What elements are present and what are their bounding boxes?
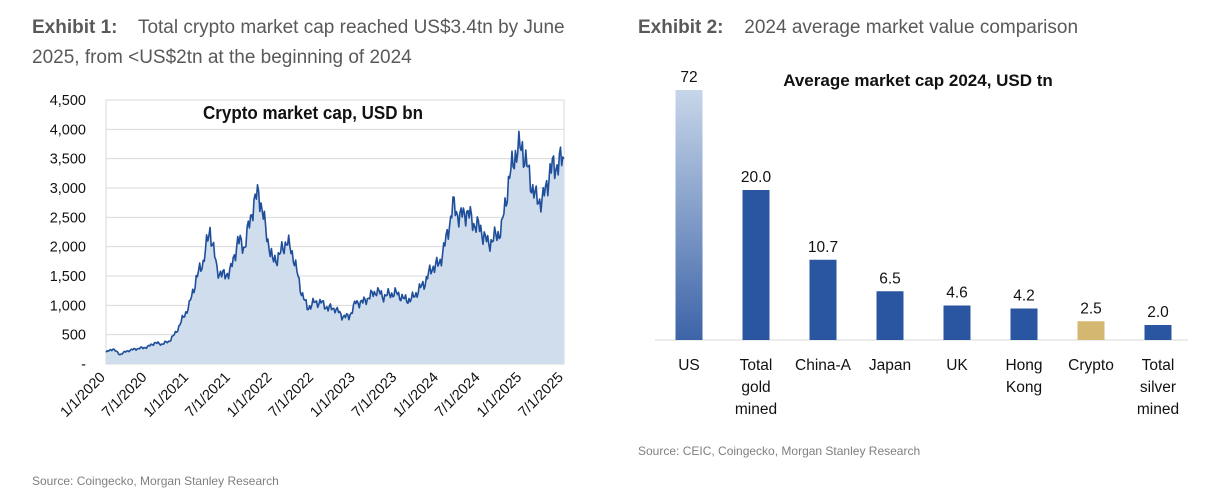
chart-1-title: Crypto market cap, USD bn [203, 103, 423, 124]
category-label: Crypto [1068, 357, 1114, 374]
bar [943, 305, 971, 340]
category-label: UK [946, 357, 968, 374]
x-tick-label: 7/1/2023 [349, 370, 400, 421]
bar-value-label: 72 [680, 69, 697, 86]
bar-value-label: 2.5 [1080, 300, 1102, 317]
y-tick-label: 3,000 [50, 181, 86, 197]
y-tick-label: 1,000 [50, 298, 86, 314]
exhibit-2-source: Source: CEIC, Coingecko, Morgan Stanley … [638, 444, 921, 458]
bar [876, 291, 904, 340]
category-label: US [678, 357, 700, 374]
category-label: Total [1142, 357, 1175, 374]
category-label: gold [741, 379, 770, 396]
y-tick-label: 2,000 [50, 240, 86, 256]
x-tick-label: 1/1/2020 [58, 370, 109, 421]
exhibit-2-heading: Exhibit 2: 2024 average market value com… [638, 13, 1198, 43]
category-label: Hong [1005, 357, 1042, 374]
x-tick-label: 1/1/2025 [474, 370, 525, 421]
bar-value-label: 10.7 [808, 239, 838, 256]
exhibit-2-label: Exhibit 2: [638, 17, 724, 38]
category-label: Total [740, 357, 773, 374]
y-axis-tick-labels: - 500 1,000 1,500 2,000 2,500 3,000 3,500 4,000 4… [50, 93, 86, 373]
category-label: mined [1137, 401, 1179, 418]
bar [809, 259, 837, 340]
exhibit-1-title-line2: 2025, from <US$2tn at the beginning of 2… [32, 47, 412, 68]
market-cap-area [106, 131, 564, 364]
bar-value-label: 4.2 [1013, 288, 1035, 305]
category-labels: US Total gold mined China-A Japan UK Hong Kong Cr… [678, 357, 1179, 418]
exhibit-1-label: Exhibit 1: [32, 17, 118, 38]
x-tick-label: 7/1/2025 [516, 370, 567, 421]
bar-value-label: 4.6 [946, 285, 968, 302]
exhibit-1-source: Source: Coingecko, Morgan Stanley Resear… [32, 474, 279, 488]
x-tick-label: 1/1/2023 [307, 370, 358, 421]
bar-value-label: 6.5 [879, 270, 901, 287]
x-tick-label: 1/1/2021 [141, 370, 192, 421]
category-label: mined [735, 401, 777, 418]
y-tick-label: 3,500 [50, 152, 86, 168]
category-label: Kong [1006, 379, 1042, 396]
chart-2-title: Average market cap 2024, USD tn [783, 71, 1053, 90]
y-tick-label: 500 [62, 328, 86, 344]
x-tick-label: 1/1/2022 [224, 370, 275, 421]
bar [1144, 325, 1172, 340]
category-label: China-A [795, 357, 852, 374]
y-tick-label: 4,000 [50, 122, 86, 138]
y-tick-label: 4,500 [50, 93, 86, 109]
bar [742, 190, 770, 340]
y-tick-label: 2,500 [50, 210, 86, 226]
x-tick-label: 7/1/2022 [266, 370, 317, 421]
category-label: silver [1140, 379, 1176, 396]
bar-value-labels: 72 20.0 10.7 6.5 4.6 4.2 2.5 2.0 [680, 69, 1169, 321]
x-axis-tick-labels: 1/1/20207/1/20201/1/20217/1/20211/1/2022… [58, 370, 567, 421]
bar [675, 90, 703, 340]
crypto-market-cap-chart: - 500 1,000 1,500 2,000 2,500 3,000 3,500 4,000 4… [50, 93, 567, 421]
exhibit-1-title-line1: Total crypto market cap reached US$3.4tn… [137, 17, 565, 38]
x-tick-label: 7/1/2024 [432, 370, 483, 421]
bar [1010, 308, 1038, 340]
category-label: Japan [869, 357, 911, 374]
x-tick-label: 7/1/2020 [99, 370, 150, 421]
bar [1077, 321, 1105, 340]
average-market-cap-chart: Average market cap 2024, USD tn 72 20.0 10… [655, 69, 1188, 418]
exhibit-1-heading: Exhibit 1: Total crypto market cap reach… [32, 13, 612, 73]
x-tick-label: 7/1/2021 [183, 370, 234, 421]
bar-value-label: 20.0 [741, 169, 772, 186]
y-tick-label: - [81, 357, 86, 373]
bars [675, 90, 1172, 340]
x-tick-label: 1/1/2024 [391, 370, 442, 421]
market-cap-line [105, 130, 565, 356]
y-tick-label: 1,500 [50, 269, 86, 285]
exhibit-2-title: 2024 average market value comparison [744, 17, 1079, 38]
bar-value-label: 2.0 [1147, 304, 1169, 321]
